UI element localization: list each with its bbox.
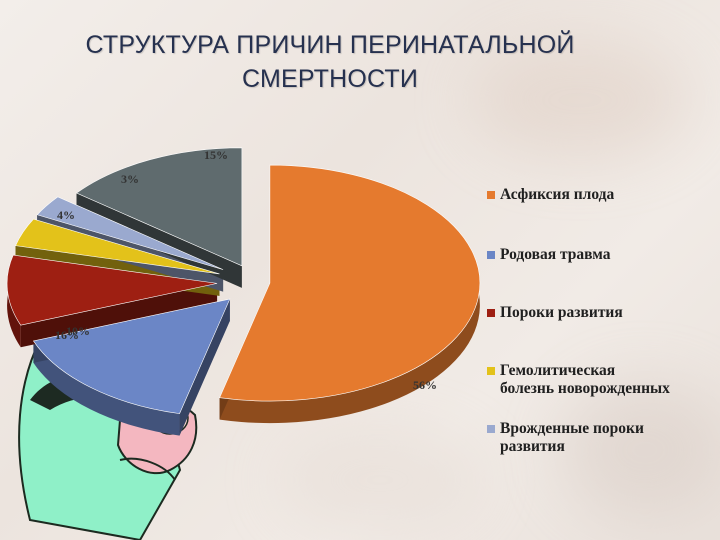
pie-slices: [6, 147, 481, 436]
pie-slice-wall: [179, 299, 230, 436]
pie-slice-wall: [20, 283, 218, 348]
legend-label: Врожденные пороки развития: [500, 420, 644, 455]
legend-swatch: [487, 251, 495, 259]
legend-label: Гемолитическая болезнь новорожденных: [500, 362, 670, 397]
legend-item: Родовая травма: [487, 246, 670, 264]
legend-swatch: [487, 309, 495, 317]
pie-slice-0: [219, 164, 481, 402]
pie-slice-1: [32, 298, 231, 414]
legend-label: Родовая травма: [500, 246, 611, 263]
page-title: СТРУКТУРА ПРИЧИН ПЕРИНАТАЛЬНОЙ СМЕРТНОСТ…: [85, 31, 575, 93]
legend-item: Пороки развития: [487, 304, 670, 322]
data-label-16: 16%: [55, 328, 79, 342]
pie-slice-4: [36, 196, 224, 270]
legend-swatch: [487, 191, 495, 199]
pie-slice-2: [6, 254, 218, 326]
data-label-3: 3%: [121, 172, 139, 186]
legend-label: Асфиксия плода: [500, 186, 615, 203]
data-label-56: 56%: [413, 378, 437, 392]
pie-slice-wall: [76, 193, 242, 288]
legend-label: Пороки развития: [500, 304, 623, 321]
pie-slice-5: [75, 147, 243, 267]
data-label-10: 10%: [66, 324, 90, 338]
legend-item: Асфиксия плода: [487, 186, 670, 204]
legend-item: Гемолитическая болезнь новорожденных: [487, 362, 670, 398]
legend-swatch: [487, 425, 495, 433]
data-label-4: 4%: [57, 208, 75, 222]
pie-slice-3: [15, 218, 220, 275]
legend-swatch: [487, 367, 495, 375]
pie-slice-side: [33, 340, 180, 436]
legend-item: Врожденные пороки развития: [487, 420, 670, 456]
data-label-15: 15%: [204, 148, 228, 162]
